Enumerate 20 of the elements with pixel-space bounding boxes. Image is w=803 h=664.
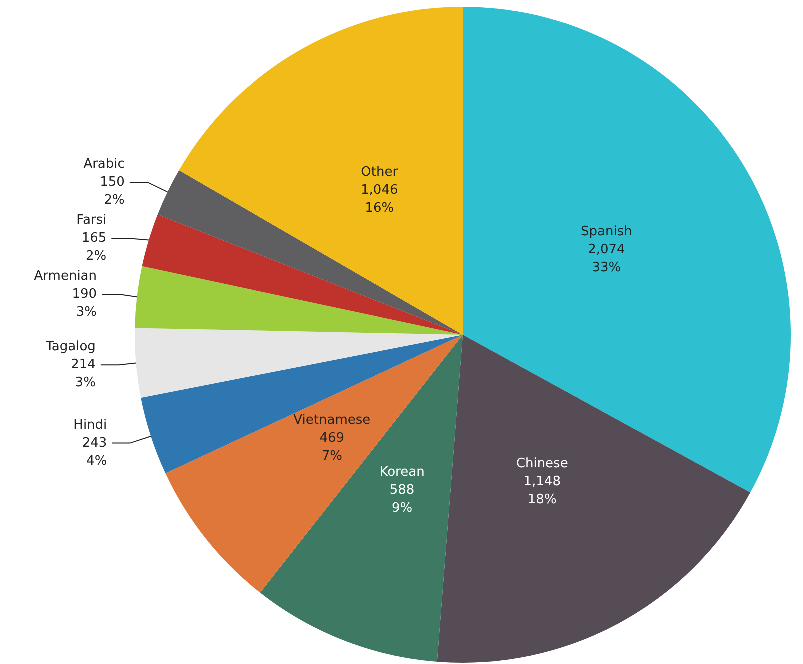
data-label: 214 3% — [71, 358, 96, 391]
slice-label: Vietnamese — [294, 413, 371, 428]
slice-label: Armenian — [34, 269, 98, 284]
slice-label: Other — [361, 164, 399, 180]
data-label: 165 2% — [82, 231, 107, 264]
data-label: 588 9% — [390, 483, 415, 516]
slice-label: Arabic — [84, 157, 125, 172]
slice-label: Spanish — [581, 224, 632, 240]
slice-label: Korean — [380, 465, 425, 480]
slice-label: Hindi — [74, 418, 108, 433]
data-label: 469 7% — [320, 431, 345, 464]
data-label: 2,074 33% — [588, 242, 626, 276]
data-label: 1,148 18% — [524, 474, 561, 508]
data-label: 243 4% — [82, 436, 108, 469]
data-label: 190 3% — [72, 287, 98, 320]
slice-label: Farsi — [76, 213, 107, 228]
data-label: 150 2% — [100, 175, 125, 208]
slice-label: Tagalog — [45, 340, 96, 355]
slice-label: Chinese — [516, 456, 568, 472]
data-label: 1,046 16% — [361, 182, 398, 216]
